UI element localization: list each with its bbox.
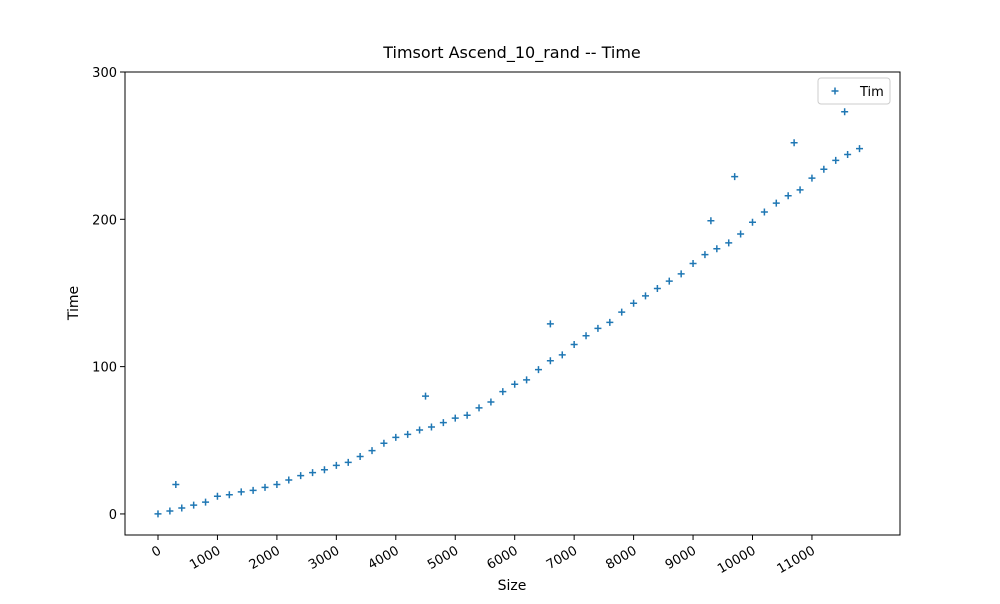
- point: [641, 292, 649, 300]
- point: [844, 150, 852, 158]
- x-tick-label: 8000: [603, 543, 639, 573]
- plot-frame: [124, 71, 901, 536]
- point: [737, 230, 745, 238]
- point: [320, 466, 328, 474]
- x-tick-label: 1000: [187, 543, 223, 573]
- point: [202, 498, 210, 506]
- chart-title: Timsort Ascend_10_rand -- Time: [382, 43, 641, 63]
- y-tick-label: 200: [92, 213, 117, 228]
- point: [618, 308, 626, 316]
- point: [713, 245, 721, 253]
- point: [297, 472, 305, 480]
- point: [725, 239, 733, 247]
- point: [534, 366, 542, 374]
- point: [570, 341, 578, 349]
- point: [213, 492, 221, 500]
- point: [368, 447, 376, 455]
- point: [784, 192, 792, 200]
- y-axis-label: Time: [66, 286, 82, 321]
- point: [154, 510, 162, 518]
- legend-label: Tim: [859, 85, 884, 100]
- point: [249, 486, 257, 494]
- point: [422, 392, 430, 400]
- point: [832, 156, 840, 164]
- point: [677, 270, 685, 278]
- x-tick-label: 6000: [485, 543, 521, 573]
- point: [701, 251, 709, 259]
- point: [760, 208, 768, 216]
- point: [392, 433, 400, 441]
- point: [344, 458, 352, 466]
- point: [772, 199, 780, 207]
- point: [237, 488, 245, 496]
- point: [309, 469, 317, 477]
- point: [841, 108, 849, 116]
- point: [332, 461, 340, 469]
- point: [261, 483, 269, 491]
- point: [523, 376, 531, 384]
- point: [582, 332, 590, 340]
- point: [749, 218, 757, 226]
- point: [689, 260, 697, 268]
- point: [404, 430, 412, 438]
- point: [178, 504, 186, 512]
- point: [511, 380, 519, 388]
- x-tick-label: 11000: [775, 543, 818, 577]
- point: [630, 299, 638, 307]
- point: [796, 186, 804, 194]
- point: [546, 320, 554, 328]
- point: [380, 439, 388, 447]
- x-tick-label: 7000: [544, 543, 580, 573]
- point: [225, 491, 233, 499]
- point: [820, 165, 828, 173]
- point: [665, 277, 673, 285]
- point: [172, 480, 180, 488]
- point: [356, 452, 364, 460]
- y-tick-label: 0: [109, 508, 117, 523]
- y-tick-label: 100: [92, 361, 117, 376]
- point: [606, 318, 614, 326]
- point: [856, 145, 864, 153]
- x-axis-label: Size: [498, 578, 527, 594]
- x-tick-label: 9000: [663, 543, 699, 573]
- x-tick-label: 5000: [425, 543, 461, 573]
- point: [475, 404, 483, 412]
- point: [594, 324, 602, 332]
- point: [273, 480, 281, 488]
- legend-marker: [831, 87, 839, 95]
- point: [546, 357, 554, 365]
- point: [707, 217, 715, 225]
- point: [190, 501, 198, 509]
- point: [416, 426, 424, 434]
- legend-box: [817, 77, 891, 105]
- point: [808, 174, 816, 182]
- x-tick-label: 3000: [306, 543, 342, 573]
- point: [790, 139, 798, 147]
- point: [166, 507, 174, 515]
- point: [427, 423, 435, 431]
- x-tick-label: 4000: [366, 543, 402, 573]
- point: [558, 351, 566, 359]
- point: [731, 173, 739, 181]
- point: [439, 419, 447, 427]
- point: [653, 285, 661, 293]
- point: [285, 476, 293, 484]
- y-tick-label: 300: [92, 66, 117, 81]
- point: [451, 414, 459, 422]
- point: [499, 388, 507, 396]
- x-tick-label: 0: [149, 543, 164, 560]
- point: [487, 398, 495, 406]
- x-tick-label: 10000: [715, 543, 758, 577]
- point: [463, 411, 471, 419]
- x-tick-label: 2000: [247, 543, 283, 573]
